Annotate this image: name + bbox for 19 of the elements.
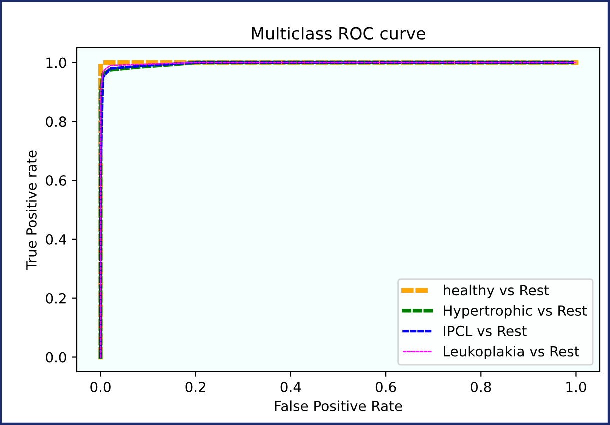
x-tick-label: 1.0 xyxy=(566,382,586,392)
y-tick-label: 0.4 xyxy=(46,234,66,245)
y-tick-label: 0.6 xyxy=(46,176,66,186)
x-tick-label: 0.2 xyxy=(186,382,206,392)
legend-label: Leukoplakia vs Rest xyxy=(444,346,580,360)
y-tick-label: 1.0 xyxy=(46,58,66,68)
x-tick-label: 0.0 xyxy=(90,382,111,392)
x-tick-label: 0.6 xyxy=(376,382,396,392)
chart-title: Multiclass ROC curve xyxy=(252,27,426,40)
y-axis-title: True Positive rate xyxy=(26,150,37,270)
y-tick-label: 0.8 xyxy=(46,116,66,128)
y-tick-label: 0.2 xyxy=(46,293,66,304)
legend-label: healthy vs Rest xyxy=(444,284,550,298)
x-axis-title: False Positive Rate xyxy=(275,400,402,412)
x-tick-label: 0.8 xyxy=(471,382,492,392)
legend-label: Hypertrophic vs Rest xyxy=(444,305,588,319)
y-tick-label: 0.0 xyxy=(46,352,66,363)
legend-label: IPCL vs Rest xyxy=(444,326,527,336)
x-tick-label: 0.4 xyxy=(280,382,302,392)
